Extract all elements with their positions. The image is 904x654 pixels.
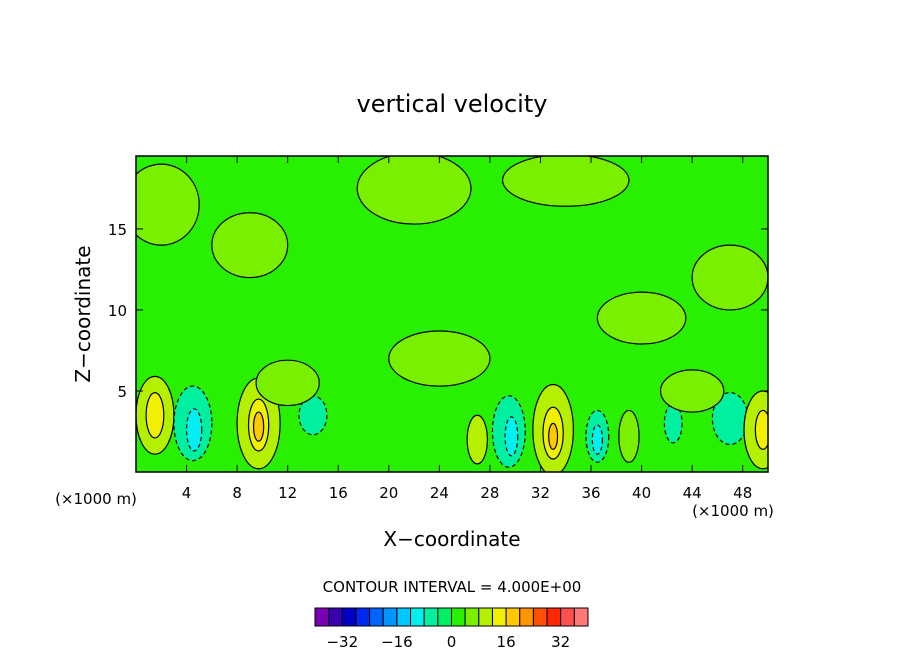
plot-frame	[135, 155, 769, 473]
x-tick-label: 4	[182, 484, 192, 502]
contour-cell-3	[185, 408, 203, 452]
x-tick-label: 40	[632, 484, 651, 502]
colorbar-swatch	[369, 607, 384, 627]
contour-cell-8	[466, 414, 488, 465]
colorbar-swatch	[451, 607, 466, 627]
x-tick-label: 24	[430, 484, 449, 502]
x-tick-label: 48	[733, 484, 752, 502]
contour-interval-label: CONTOUR INTERVAL = 4.000E+00	[323, 578, 582, 596]
x-tick-label: 12	[278, 484, 297, 502]
contour-cell-20	[754, 409, 768, 450]
contour-cell-13	[548, 422, 559, 450]
contour-cell-29	[659, 369, 725, 413]
contour-cell-27	[388, 330, 491, 387]
contour-cell-17	[663, 403, 683, 444]
contour-cell-1	[145, 391, 165, 439]
contour-cell-21	[136, 163, 200, 246]
x-axis-label: X−coordinate	[383, 527, 520, 551]
colorbar-swatch	[314, 607, 330, 627]
x-tick-label: 8	[232, 484, 242, 502]
colorbar-swatch	[505, 607, 521, 627]
contour-cell-26	[691, 244, 768, 311]
colorbar-tick-label: 32	[551, 633, 570, 651]
colorbar-swatch	[396, 607, 412, 627]
contour-cell-15	[591, 424, 604, 455]
colorbar-swatch	[478, 607, 493, 627]
x-axis-ticks: 4 8 12 16 20 24 28 32 36 40 44 48	[182, 156, 752, 502]
colorbar-tick-label: 0	[447, 633, 457, 651]
colorbar-tick-label: −32	[326, 633, 358, 651]
x-unit-right: (×1000 m)	[692, 502, 774, 520]
x-tick-label: 28	[480, 484, 499, 502]
x-tick-label: 32	[531, 484, 550, 502]
contour-cell-6	[252, 411, 265, 442]
colorbar-swatch	[519, 607, 534, 627]
y-axis-ticks: 5 10 15	[108, 221, 768, 401]
contour-cell-28	[255, 359, 320, 407]
y-tick-label: 15	[108, 221, 127, 239]
colorbar-swatch	[546, 607, 562, 627]
y-tick-label: 10	[108, 302, 127, 320]
contour-cell-25	[596, 291, 687, 345]
chart-title: vertical velocity	[357, 90, 548, 118]
contour-cell-22	[211, 212, 289, 279]
x-tick-label: 44	[683, 484, 702, 502]
colorbar-swatch	[491, 607, 507, 627]
x-tick-label: 16	[329, 484, 348, 502]
colorbar-swatch	[464, 607, 480, 627]
colorbar-tick-label: −16	[381, 633, 413, 651]
colorbar-swatch	[560, 607, 575, 627]
contour-cell-16	[618, 409, 640, 463]
colorbar-swatch	[410, 607, 425, 627]
colorbar-swatch	[437, 607, 453, 627]
x-unit-left: (×1000 m)	[55, 490, 137, 508]
x-tick-label: 20	[379, 484, 398, 502]
colorbar-swatch	[341, 607, 357, 627]
x-tick-label: 36	[581, 484, 600, 502]
y-axis-label: Z−coordinate	[71, 245, 95, 382]
colorbar: −32 −16 0 16 32	[314, 607, 589, 651]
colorbar-swatch	[532, 607, 548, 627]
colorbar-swatch	[328, 607, 343, 627]
contour-cells	[136, 156, 768, 472]
contour-cell-24	[501, 156, 630, 207]
colorbar-swatch	[573, 607, 589, 627]
colorbar-swatch	[355, 607, 371, 627]
colorbar-swatch	[382, 607, 398, 627]
contour-cell-10	[504, 416, 519, 457]
y-tick-label: 5	[117, 383, 127, 401]
colorbar-swatch	[423, 607, 439, 627]
contour-cell-23	[356, 156, 472, 225]
colorbar-tick-label: 16	[497, 633, 516, 651]
